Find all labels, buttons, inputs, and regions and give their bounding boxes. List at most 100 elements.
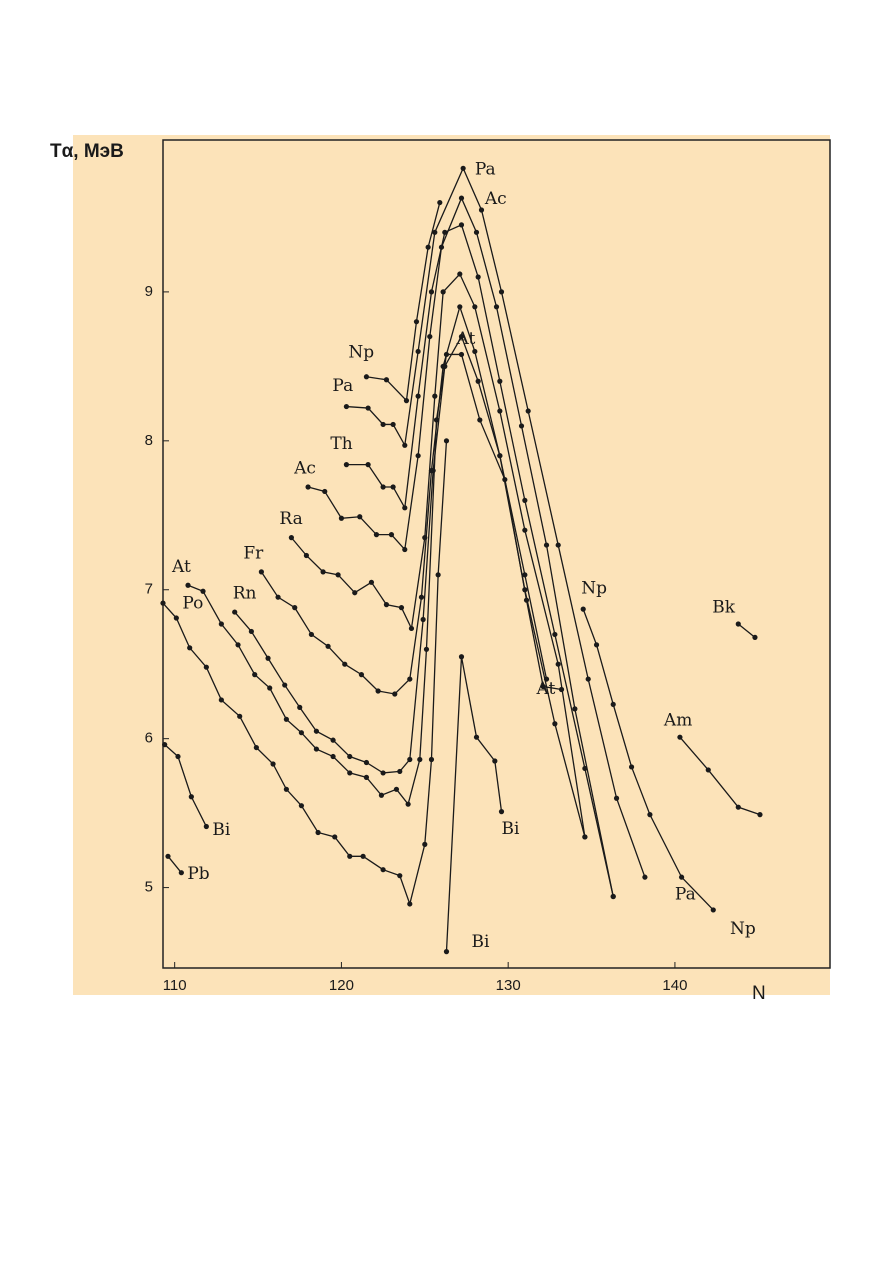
- data-point: [347, 853, 353, 859]
- data-point: [473, 229, 480, 235]
- data-point: [472, 348, 478, 355]
- data-point: [555, 542, 561, 548]
- data-point: [305, 484, 311, 490]
- data-point: [390, 484, 396, 490]
- data-point: [258, 569, 264, 575]
- data-point: [402, 442, 408, 448]
- data-point: [270, 761, 276, 767]
- data-point: [368, 579, 375, 585]
- data-point: [475, 274, 481, 280]
- data-point: [443, 438, 450, 444]
- series-label: Np: [348, 342, 374, 362]
- data-point: [610, 893, 616, 900]
- data-point: [642, 874, 648, 880]
- series-label: Am: [663, 711, 692, 731]
- data-point: [475, 378, 481, 384]
- data-point: [418, 594, 425, 600]
- data-point: [407, 676, 413, 682]
- y-axis-label: Tα, МэВ: [50, 141, 124, 162]
- data-point: [427, 333, 433, 340]
- data-point: [678, 874, 685, 880]
- series-label: Th: [330, 434, 352, 454]
- data-point: [425, 244, 431, 250]
- data-point: [298, 730, 305, 736]
- data-point: [405, 801, 411, 807]
- data-point: [218, 621, 224, 627]
- data-point: [428, 756, 435, 763]
- data-point: [330, 737, 336, 743]
- data-point: [415, 453, 421, 459]
- series-label: Po: [182, 594, 203, 614]
- data-point: [417, 756, 423, 763]
- data-point: [253, 744, 259, 751]
- data-point: [522, 572, 528, 578]
- data-point: [322, 488, 328, 495]
- series-line: [737, 623, 756, 638]
- data-point: [380, 770, 386, 776]
- data-point: [420, 616, 426, 623]
- data-point: [315, 829, 321, 836]
- data-point: [320, 569, 326, 575]
- data-point: [292, 605, 298, 611]
- data-point: [458, 654, 465, 660]
- data-point: [393, 786, 400, 792]
- data-point: [237, 713, 243, 719]
- data-point: [352, 590, 358, 596]
- data-point: [402, 546, 408, 553]
- data-point: [443, 949, 450, 955]
- data-point: [343, 462, 350, 468]
- data-point: [203, 823, 209, 830]
- data-point: [380, 867, 386, 873]
- data-point: [518, 423, 525, 429]
- x-tick-label: 140: [662, 977, 687, 994]
- data-point: [380, 484, 386, 490]
- data-point: [235, 642, 241, 648]
- data-point: [343, 403, 350, 410]
- data-point: [303, 552, 310, 559]
- data-point: [710, 907, 716, 913]
- y-tick-label: 8: [145, 432, 153, 449]
- data-point: [185, 582, 191, 588]
- data-point: [437, 199, 443, 206]
- data-point: [365, 462, 371, 468]
- annotation: Np: [730, 919, 756, 939]
- data-point: [373, 532, 380, 538]
- data-point: [282, 682, 288, 688]
- data-point: [582, 765, 588, 772]
- data-point: [160, 600, 166, 606]
- data-point: [232, 609, 238, 615]
- data-point: [593, 642, 600, 648]
- y-tick-label: 6: [145, 730, 153, 747]
- data-point: [408, 625, 415, 632]
- data-point: [397, 873, 403, 879]
- data-point: [555, 661, 561, 667]
- x-tick-label: 130: [496, 977, 521, 994]
- data-point: [432, 393, 438, 399]
- data-point: [497, 378, 503, 384]
- data-point: [413, 319, 420, 325]
- y-tick-label: 9: [145, 283, 153, 300]
- series-line: [164, 744, 207, 827]
- data-point: [552, 631, 558, 638]
- data-point: [175, 753, 181, 760]
- data-point: [308, 631, 315, 638]
- data-point: [347, 770, 353, 776]
- data-point: [402, 505, 408, 511]
- data-point: [332, 834, 338, 840]
- data-point: [407, 756, 413, 763]
- x-tick-label: 120: [329, 977, 354, 994]
- data-point: [392, 691, 398, 697]
- data-point: [338, 515, 345, 521]
- annotation: At: [455, 329, 475, 349]
- data-point: [218, 697, 224, 703]
- annotation: Pa: [675, 885, 696, 905]
- data-point: [383, 377, 390, 383]
- data-point: [398, 605, 405, 611]
- series-label: Ac: [293, 458, 316, 478]
- data-point: [525, 408, 531, 414]
- data-point: [383, 602, 390, 608]
- data-point: [457, 304, 463, 310]
- data-point: [757, 812, 763, 818]
- data-point: [342, 661, 348, 667]
- data-point: [492, 758, 498, 764]
